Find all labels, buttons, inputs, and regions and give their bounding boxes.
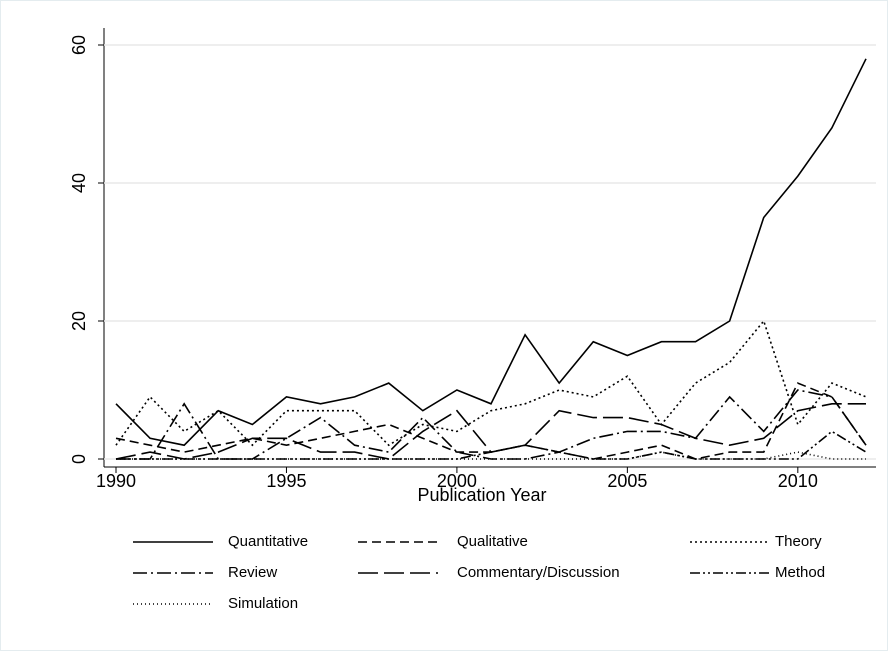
- legend-label: Method: [775, 564, 825, 581]
- x-tick-label: 2010: [778, 471, 818, 491]
- legend-label: Qualitative: [457, 533, 528, 550]
- series-line: [115, 319, 867, 447]
- x-tick-label: 2000: [437, 471, 477, 491]
- x-tick-label: 1990: [96, 471, 136, 491]
- y-tick-label: 40: [69, 173, 89, 193]
- y-tick-label: 0: [69, 454, 89, 464]
- legend-label: Commentary/Discussion: [457, 564, 620, 581]
- series-line: [116, 389, 867, 460]
- series-line: [115, 58, 867, 447]
- y-tick-label: 60: [69, 35, 89, 55]
- legend-label: Theory: [775, 533, 822, 550]
- y-tick-label: 20: [69, 311, 89, 331]
- x-tick-label: 2005: [607, 471, 647, 491]
- legend-label: Simulation: [228, 595, 298, 612]
- legend-label: Review: [228, 564, 277, 581]
- series-line: [116, 430, 867, 460]
- legend-label: Quantitative: [228, 533, 308, 550]
- x-axis-title: Publication Year: [417, 485, 546, 505]
- x-tick-label: 1995: [266, 471, 306, 491]
